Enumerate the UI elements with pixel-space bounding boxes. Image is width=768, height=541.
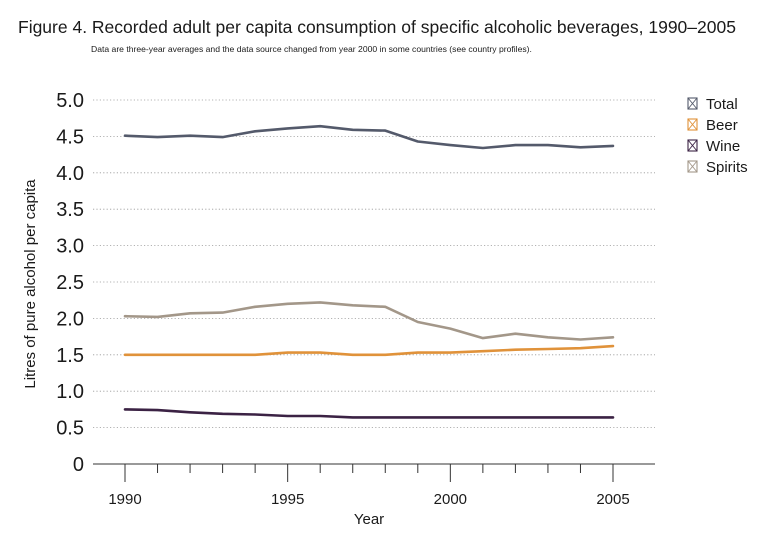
y-axis-label: Litres of pure alcohol per capita <box>22 179 39 389</box>
series-line-beer <box>123 344 615 357</box>
legend-item-total: Total <box>687 96 738 113</box>
legend-label: Beer <box>706 117 738 134</box>
legend-item-beer: Beer <box>687 117 738 134</box>
legend-swatch <box>687 139 698 152</box>
y-tick-label: 2.5 <box>56 272 84 294</box>
y-tick-label: 0 <box>73 454 84 476</box>
series-line-total <box>123 124 615 150</box>
legend-swatch-diagonal <box>687 97 698 110</box>
y-tick-label: 3.5 <box>56 199 84 221</box>
x-tick-label: 1990 <box>108 491 141 508</box>
x-axis-ticks: 1990 1995 2000 2005 <box>108 464 630 508</box>
legend-swatch <box>687 97 698 110</box>
y-tick-label: 0.5 <box>56 418 84 440</box>
y-tick-label: 1.5 <box>56 345 84 367</box>
legend-swatch-diagonal <box>687 118 698 131</box>
y-tick-label: 5.0 <box>56 90 84 112</box>
legend-label: Total <box>706 96 738 113</box>
y-tick-label: 3.0 <box>56 236 84 258</box>
x-axis-label: Year <box>354 511 384 528</box>
y-tick-label: 2.0 <box>56 308 84 330</box>
y-tick-label: 4.0 <box>56 163 84 185</box>
chart-title: Figure 4. Recorded adult per capita cons… <box>18 17 736 37</box>
legend-swatch <box>687 160 698 173</box>
series-line-wine <box>123 408 615 419</box>
legend-swatch-diagonal <box>687 139 698 152</box>
legend-item-spirits: Spirits <box>687 159 748 176</box>
legend-swatch-diagonal <box>687 160 698 173</box>
x-tick-label: 1995 <box>271 491 304 508</box>
legend-swatch <box>687 118 698 131</box>
series-line-spirits <box>123 301 615 341</box>
y-tick-label: 1.0 <box>56 381 84 403</box>
y-axis-ticks: 0 0.5 1.0 1.5 2.0 2.5 3.0 3.5 4.0 4.5 5.0 <box>56 90 84 476</box>
x-tick-label: 2005 <box>596 491 629 508</box>
chart-subtitle: Data are three-year averages and the dat… <box>91 44 532 54</box>
y-tick-label: 4.5 <box>56 126 84 148</box>
legend-label: Wine <box>706 138 740 155</box>
grid-lines <box>93 99 655 429</box>
x-tick-label: 2000 <box>434 491 467 508</box>
series-lines <box>123 124 615 419</box>
legend: Total Beer Wine Spirits <box>687 96 748 176</box>
legend-item-wine: Wine <box>687 138 740 155</box>
legend-label: Spirits <box>706 159 748 176</box>
